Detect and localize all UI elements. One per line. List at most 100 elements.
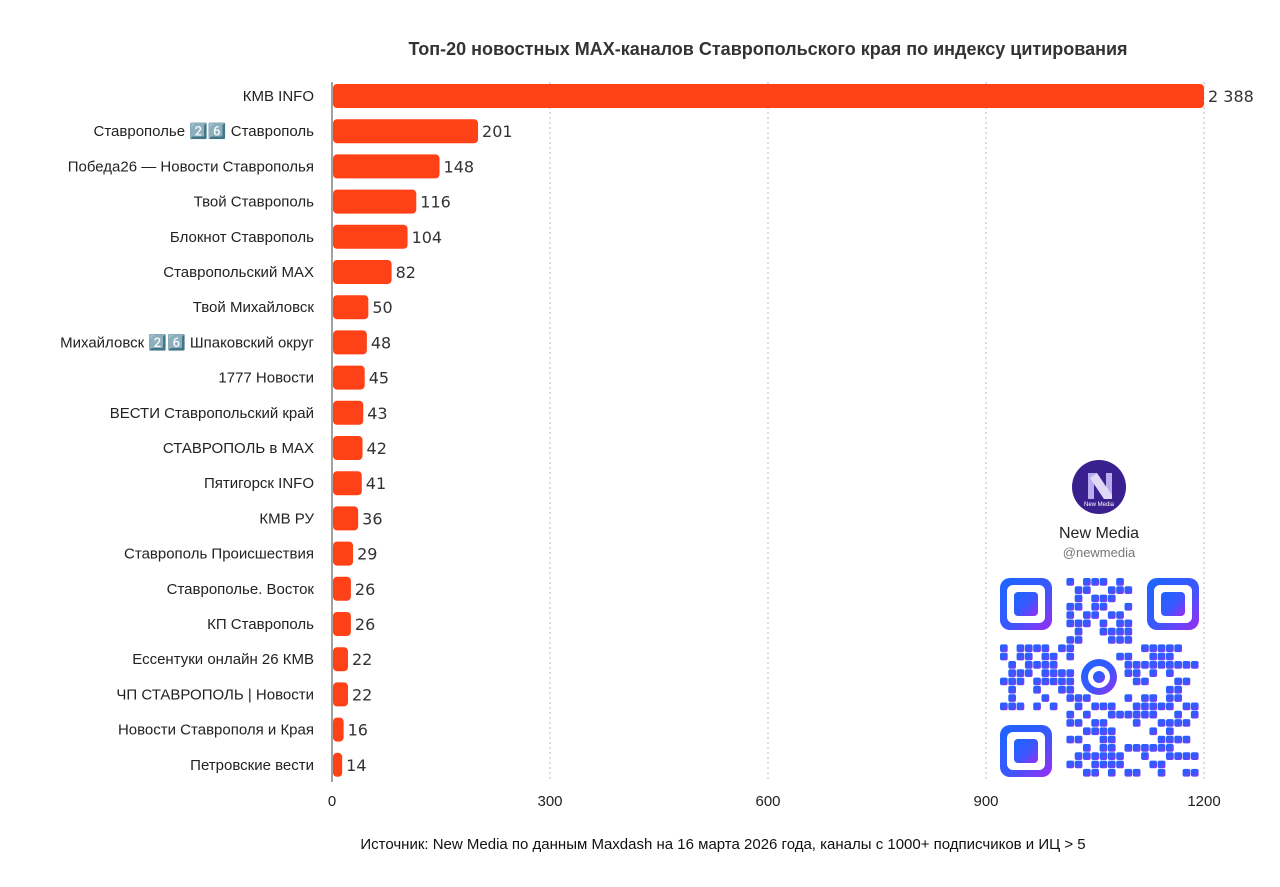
category-label: 1777 Новости xyxy=(218,370,314,387)
bar xyxy=(333,541,354,566)
qr-module xyxy=(1116,627,1124,636)
value-label: 41 xyxy=(366,474,386,493)
qr-module xyxy=(1132,710,1141,719)
category-label: ВЕСТИ Ставропольский край xyxy=(110,405,314,422)
qr-module xyxy=(1166,661,1174,669)
qr-module xyxy=(1107,760,1116,769)
qr-module xyxy=(1157,644,1166,653)
qr-module xyxy=(1157,768,1166,777)
qr-module xyxy=(1066,760,1075,769)
qr-module xyxy=(1091,578,1099,586)
qr-module xyxy=(1099,627,1108,636)
qr-module xyxy=(1099,727,1108,736)
qr-module xyxy=(1074,594,1083,603)
qr-module xyxy=(1066,636,1075,644)
bar xyxy=(333,576,351,601)
qr-module xyxy=(1000,652,1008,661)
qr-module xyxy=(1174,719,1182,727)
qr-module xyxy=(1074,694,1083,702)
qr-module xyxy=(1182,702,1191,711)
category-label: Блокнот Ставрополь xyxy=(170,229,314,246)
qr-code xyxy=(1000,578,1199,777)
value-label: 43 xyxy=(367,404,387,423)
qr-module xyxy=(1174,644,1182,653)
value-label: 42 xyxy=(367,439,387,458)
category-label: Петровские вести xyxy=(190,757,314,774)
qr-module xyxy=(1074,586,1083,594)
qr-module xyxy=(1024,669,1033,677)
qr-module xyxy=(1107,611,1116,619)
qr-module xyxy=(1033,644,1041,653)
qr-module xyxy=(1116,652,1124,661)
category-label: КП Ставрополь xyxy=(207,616,314,633)
category-label: Пятигорск INFO xyxy=(204,475,314,492)
qr-module xyxy=(1149,744,1158,752)
qr-module xyxy=(1083,727,1091,736)
qr-module xyxy=(1107,768,1116,777)
qr-module xyxy=(1149,669,1158,677)
qr-module xyxy=(1190,752,1199,760)
qr-module xyxy=(1058,677,1066,686)
category-label: КМВ РУ xyxy=(259,510,314,527)
qr-module xyxy=(1091,719,1099,727)
x-tick-label: 300 xyxy=(537,793,562,810)
x-tick-label: 600 xyxy=(755,793,780,810)
source-note: Источник: New Media по данным Maxdash на… xyxy=(360,836,1085,853)
qr-module xyxy=(1083,694,1091,702)
qr-module xyxy=(1149,702,1158,711)
qr-module xyxy=(1149,661,1158,669)
qr-module xyxy=(1107,702,1116,711)
bar xyxy=(333,436,363,460)
qr-module xyxy=(1174,677,1182,686)
bar xyxy=(333,400,364,425)
qr-module xyxy=(1182,661,1191,669)
bar xyxy=(333,717,344,742)
qr-module xyxy=(1066,602,1075,611)
qr-module xyxy=(1157,661,1166,669)
qr-module xyxy=(1041,644,1050,653)
brand-logo: New Media xyxy=(1072,460,1126,514)
qr-module xyxy=(1041,677,1050,686)
qr-module xyxy=(1166,652,1174,661)
qr-module xyxy=(1166,727,1174,736)
category-label: Ставропольский MAX xyxy=(163,264,314,281)
qr-module xyxy=(1099,760,1108,769)
qr-module xyxy=(1166,644,1174,653)
qr-module xyxy=(1182,735,1191,744)
qr-module xyxy=(1008,694,1016,702)
qr-module xyxy=(1049,677,1058,686)
qr-module xyxy=(1132,744,1141,752)
qr-module xyxy=(1166,735,1174,744)
qr-module xyxy=(1149,652,1158,661)
value-label: 48 xyxy=(371,333,391,352)
qr-module xyxy=(1066,619,1075,628)
category-label: Новости Ставрополя и Края xyxy=(118,722,314,739)
qr-module xyxy=(1182,677,1191,686)
bar xyxy=(333,330,367,355)
qr-module xyxy=(1041,661,1050,669)
bar xyxy=(333,682,348,707)
qr-module xyxy=(1124,636,1133,644)
category-label: Ставрополь Происшествия xyxy=(124,546,314,563)
value-label: 14 xyxy=(346,756,366,775)
qr-module xyxy=(1132,661,1141,669)
qr-module xyxy=(1049,652,1058,661)
qr-module xyxy=(1091,752,1099,760)
qr-module xyxy=(1132,677,1141,686)
brand-block: New Media New Media @newmedia xyxy=(1059,460,1139,560)
qr-module xyxy=(1099,619,1108,628)
qr-module xyxy=(1008,669,1016,677)
qr-module xyxy=(1016,702,1025,711)
qr-module xyxy=(1066,578,1075,586)
qr-module xyxy=(1141,694,1149,702)
category-label: Михайловск 2️⃣6️⃣ Шпаковский округ xyxy=(60,333,314,351)
qr-module xyxy=(1074,636,1083,644)
qr-module xyxy=(1041,652,1050,661)
qr-module xyxy=(1116,710,1124,719)
qr-module xyxy=(1024,661,1033,669)
qr-module xyxy=(1066,710,1075,719)
qr-module xyxy=(1083,578,1091,586)
brand-logo-text: New Media xyxy=(1084,502,1115,508)
qr-module xyxy=(1116,578,1124,586)
qr-module xyxy=(1124,619,1133,628)
